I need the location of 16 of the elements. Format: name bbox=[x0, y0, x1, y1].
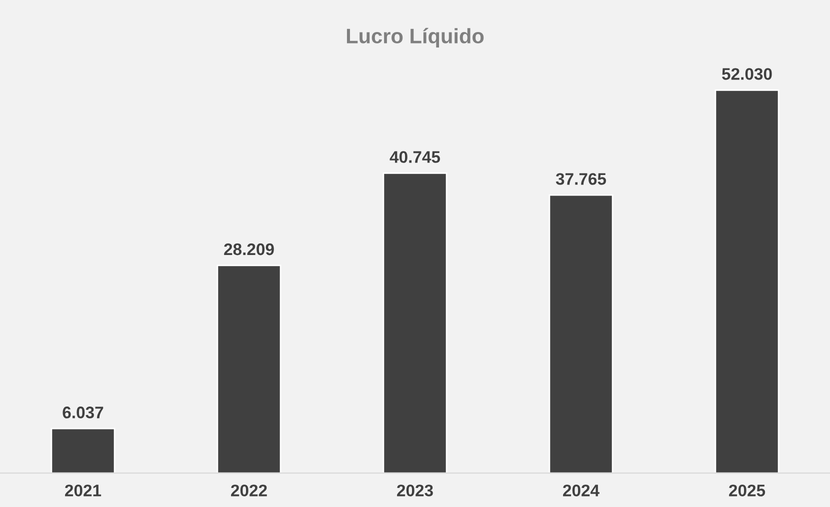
data-label: 37.765 bbox=[556, 173, 606, 185]
bar bbox=[50, 428, 116, 474]
x-tick-label: 2023 bbox=[397, 484, 433, 496]
data-label: 40.745 bbox=[390, 151, 440, 163]
bar bbox=[714, 89, 780, 474]
x-tick-label: 2021 bbox=[65, 484, 102, 496]
x-tick-label: 2025 bbox=[729, 484, 766, 496]
x-tick-label: 2022 bbox=[231, 484, 267, 496]
bar bbox=[548, 194, 614, 474]
chart-title: Lucro Líquido bbox=[346, 28, 484, 48]
data-label: 52.030 bbox=[722, 68, 772, 80]
data-label: 28.209 bbox=[224, 243, 274, 256]
bar bbox=[216, 264, 282, 474]
x-tick-label: 2024 bbox=[563, 484, 600, 496]
bar bbox=[382, 172, 448, 474]
data-label: 6.037 bbox=[62, 406, 104, 418]
